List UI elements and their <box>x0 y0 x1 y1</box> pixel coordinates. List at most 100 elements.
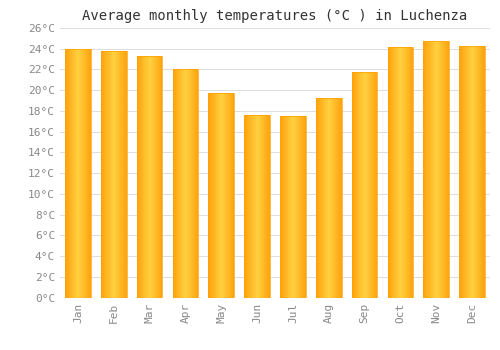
Bar <box>190 69 191 297</box>
Bar <box>81 49 82 298</box>
Bar <box>216 93 217 298</box>
Bar <box>219 93 220 298</box>
Bar <box>182 69 183 297</box>
Bar <box>154 56 156 298</box>
Bar <box>123 51 124 298</box>
Bar <box>479 46 480 298</box>
Bar <box>443 41 444 298</box>
Bar <box>261 115 262 298</box>
Bar <box>283 116 284 298</box>
Bar <box>304 116 305 298</box>
Bar <box>151 56 152 298</box>
Bar <box>475 46 476 298</box>
Bar <box>352 71 378 298</box>
Bar <box>77 49 78 298</box>
Bar <box>482 46 483 298</box>
Bar <box>400 47 401 298</box>
Bar <box>299 116 300 298</box>
Bar <box>438 41 439 298</box>
Bar <box>66 49 67 298</box>
Bar <box>89 49 90 298</box>
Bar <box>175 69 176 297</box>
Bar <box>210 93 211 298</box>
Bar <box>435 41 436 298</box>
Bar <box>432 41 433 298</box>
Bar <box>365 71 366 298</box>
Bar <box>388 47 389 298</box>
Bar <box>470 46 471 298</box>
Bar <box>268 115 269 298</box>
Bar <box>121 51 122 298</box>
Bar <box>401 47 402 298</box>
Bar <box>462 46 463 298</box>
Bar <box>282 116 283 298</box>
Bar <box>177 69 178 297</box>
Bar <box>227 93 228 298</box>
Bar <box>147 56 148 298</box>
Bar <box>262 115 263 298</box>
Bar <box>302 116 303 298</box>
Bar <box>291 116 292 298</box>
Bar <box>446 41 447 298</box>
Bar <box>218 93 219 298</box>
Bar <box>398 47 399 298</box>
Bar <box>193 69 194 297</box>
Bar <box>179 69 180 297</box>
Bar <box>424 41 425 298</box>
Bar <box>144 56 145 298</box>
Bar <box>245 115 246 298</box>
Bar <box>407 47 408 298</box>
Bar <box>142 56 143 298</box>
Bar <box>157 56 158 298</box>
Bar <box>183 69 184 297</box>
Bar <box>124 51 125 298</box>
Bar <box>329 98 330 298</box>
Bar <box>424 41 449 298</box>
Bar <box>110 51 111 298</box>
Bar <box>459 46 485 298</box>
Bar <box>76 49 77 298</box>
Bar <box>403 47 404 298</box>
Bar <box>84 49 85 298</box>
Bar <box>158 56 159 298</box>
Bar <box>303 116 304 298</box>
Bar <box>430 41 431 298</box>
Bar <box>136 56 137 298</box>
Bar <box>264 115 265 298</box>
Bar <box>474 46 475 298</box>
Bar <box>290 116 291 298</box>
Bar <box>136 56 162 298</box>
Bar <box>180 69 181 297</box>
Bar <box>115 51 116 298</box>
Bar <box>280 116 281 298</box>
Bar <box>253 115 254 298</box>
Bar <box>114 51 115 298</box>
Bar <box>469 46 470 298</box>
Bar <box>292 116 293 298</box>
Bar <box>228 93 229 298</box>
Bar <box>173 69 174 297</box>
Bar <box>178 69 179 297</box>
Bar <box>391 47 392 298</box>
Bar <box>471 46 472 298</box>
Bar <box>82 49 83 298</box>
Bar <box>119 51 120 298</box>
Bar <box>137 56 138 298</box>
Bar <box>388 47 413 298</box>
Bar <box>211 93 212 298</box>
Bar <box>467 46 468 298</box>
Bar <box>459 46 460 298</box>
Bar <box>209 93 210 298</box>
Bar <box>267 115 268 298</box>
Bar <box>478 46 479 298</box>
Bar <box>334 98 335 298</box>
Bar <box>325 98 326 298</box>
Bar <box>65 49 91 298</box>
Bar <box>233 93 234 298</box>
Bar <box>362 71 363 298</box>
Bar <box>393 47 394 298</box>
Bar <box>322 98 323 298</box>
Bar <box>361 71 362 298</box>
Bar <box>484 46 485 298</box>
Bar <box>465 46 466 298</box>
